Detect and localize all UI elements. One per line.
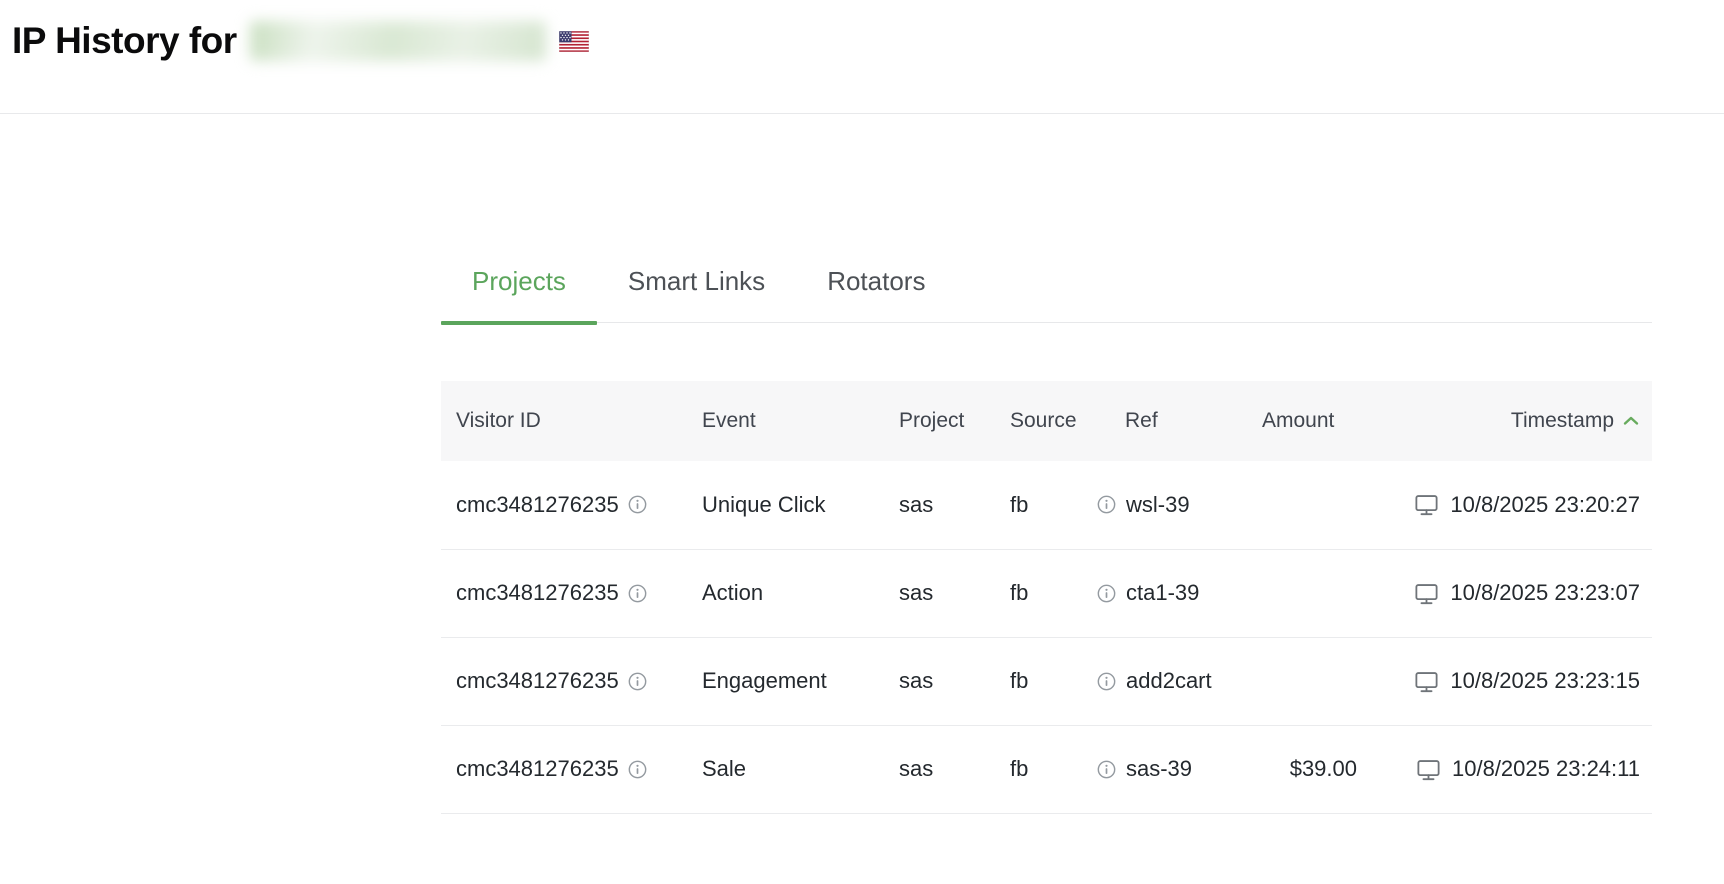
desktop-icon	[1413, 580, 1440, 607]
col-header-ref: Ref	[1091, 381, 1262, 461]
visitor-id-cell: cmc3481276235	[441, 461, 702, 550]
event-cell: Engagement	[702, 637, 899, 726]
tab-bar: Projects Smart Links Rotators	[441, 266, 1652, 325]
info-icon[interactable]	[1097, 495, 1116, 514]
amount-cell	[1262, 549, 1382, 638]
content-area: Projects Smart Links Rotators Visitor ID…	[441, 114, 1652, 814]
info-icon[interactable]	[628, 495, 647, 514]
col-header-source: Source	[1010, 381, 1091, 461]
visitor-id-cell: cmc3481276235	[441, 725, 702, 814]
ref-value: sas-39	[1126, 756, 1193, 781]
table-row: cmc3481276235 Sale sas fb	[441, 725, 1652, 814]
project-cell: sas	[899, 549, 1010, 638]
visitor-id-value: cmc3481276235	[456, 580, 619, 605]
timestamp-value: 10/8/2025 23:23:07	[1450, 580, 1640, 605]
visitor-id-value: cmc3481276235	[456, 668, 619, 693]
event-cell: Unique Click	[702, 461, 899, 550]
page-title: IP History for	[12, 20, 1724, 62]
timestamp-cell: 10/8/2025 23:23:07	[1382, 549, 1652, 638]
event-cell: Action	[702, 549, 899, 638]
sort-asc-icon	[1623, 416, 1639, 425]
tab-projects[interactable]: Projects	[441, 266, 597, 325]
timestamp-cell: 10/8/2025 23:23:15	[1382, 637, 1652, 726]
visitor-id-cell: cmc3481276235	[441, 549, 702, 638]
table-header-row: Visitor ID Event Project Source Ref Amou…	[441, 381, 1652, 461]
tab-smart-links[interactable]: Smart Links	[627, 266, 766, 296]
timestamp-value: 10/8/2025 23:23:15	[1450, 668, 1640, 693]
amount-cell: $39.00	[1262, 725, 1382, 814]
timestamp-value: 10/8/2025 23:20:27	[1450, 491, 1640, 517]
table-row: cmc3481276235 Action sas fb	[441, 549, 1652, 638]
us-flag-icon	[558, 30, 589, 52]
info-icon[interactable]	[1097, 672, 1116, 691]
info-icon[interactable]	[628, 760, 647, 779]
timestamp-cell: 10/8/2025 23:20:27	[1382, 461, 1652, 550]
visitor-id-cell: cmc3481276235	[441, 637, 702, 726]
redacted-ip	[249, 21, 546, 61]
info-icon[interactable]	[1097, 584, 1116, 603]
info-icon[interactable]	[628, 584, 647, 603]
amount-cell	[1262, 637, 1382, 726]
ref-value: add2cart	[1126, 668, 1212, 693]
table-row: cmc3481276235 Engagement sas fb	[441, 637, 1652, 726]
col-header-project: Project	[899, 381, 1010, 461]
visitor-id-value: cmc3481276235	[456, 756, 619, 781]
col-header-visitor-id: Visitor ID	[441, 381, 702, 461]
desktop-icon	[1413, 668, 1440, 695]
info-icon[interactable]	[628, 672, 647, 691]
event-cell: Sale	[702, 725, 899, 814]
source-cell: fb	[1010, 637, 1091, 726]
ref-cell: sas-39	[1091, 725, 1262, 814]
source-cell: fb	[1010, 725, 1091, 814]
amount-cell	[1262, 461, 1382, 550]
page-title-text: IP History for	[12, 20, 237, 61]
ref-cell: wsl-39	[1091, 461, 1262, 550]
ref-value: wsl-39	[1126, 491, 1190, 517]
ref-value: cta1-39	[1126, 580, 1200, 605]
source-cell: fb	[1010, 549, 1091, 638]
table-body: cmc3481276235 Unique Click sas fb	[441, 461, 1652, 814]
page-header: IP History for	[0, 0, 1724, 114]
table-row: cmc3481276235 Unique Click sas fb	[441, 461, 1652, 550]
ip-history-table: Visitor ID Event Project Source Ref Amou…	[441, 381, 1652, 814]
project-cell: sas	[899, 461, 1010, 550]
project-cell: sas	[899, 725, 1010, 814]
info-icon[interactable]	[1097, 760, 1116, 779]
visitor-id-value: cmc3481276235	[456, 491, 619, 517]
ref-cell: add2cart	[1091, 637, 1262, 726]
desktop-icon	[1415, 756, 1442, 783]
timestamp-value: 10/8/2025 23:24:11	[1452, 756, 1640, 781]
ref-cell: cta1-39	[1091, 549, 1262, 638]
desktop-icon	[1413, 491, 1440, 518]
timestamp-header-label: Timestamp	[1510, 409, 1614, 432]
tab-rotators[interactable]: Rotators	[827, 266, 926, 296]
project-cell: sas	[899, 637, 1010, 726]
col-header-amount: Amount	[1262, 381, 1382, 461]
source-cell: fb	[1010, 461, 1091, 550]
col-header-timestamp[interactable]: Timestamp	[1382, 381, 1652, 461]
timestamp-cell: 10/8/2025 23:24:11	[1382, 725, 1652, 814]
col-header-event: Event	[702, 381, 899, 461]
